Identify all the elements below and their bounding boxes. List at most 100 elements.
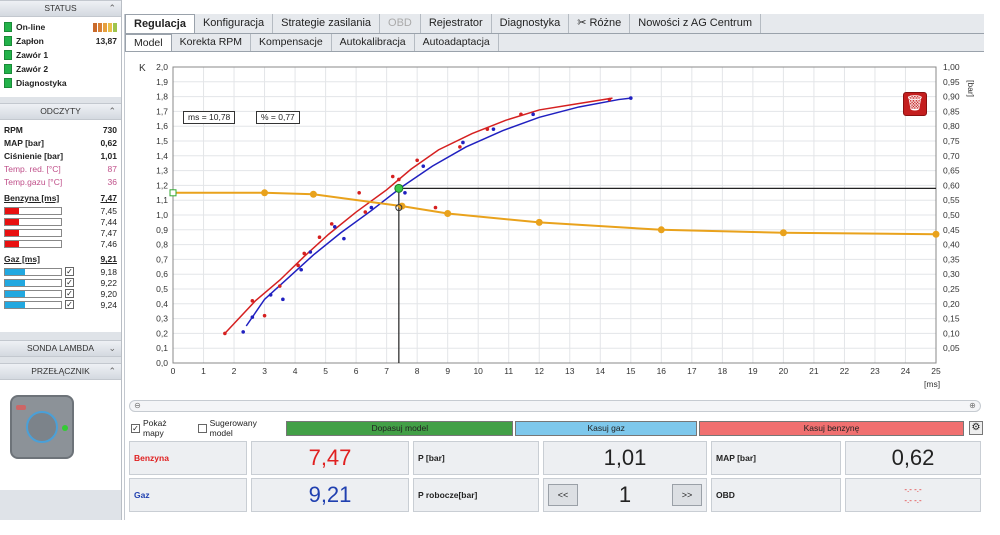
odczyty-panel: RPM 730 MAP [bar] 0,62 Ciśnienie [bar] 1,01 Te… xyxy=(0,120,121,332)
gaz-sample-point xyxy=(241,330,245,334)
tab-main-7[interactable]: Nowości z AG Centrum xyxy=(630,14,761,33)
tab-main-4[interactable]: Rejestrator xyxy=(421,14,492,33)
gaz_rows-row: ✓ 9,20 xyxy=(4,288,117,299)
status-title: STATUS xyxy=(44,3,77,13)
przelacznik-header[interactable]: PRZEŁĄCZNIK ⌃ xyxy=(0,363,121,380)
plot-border xyxy=(172,66,937,364)
sonda-lambda-title: SONDA LAMBDA xyxy=(26,343,95,353)
x-tick-label: 0 xyxy=(171,366,176,376)
x-tick-label: 23 xyxy=(870,366,880,376)
tab-main-5[interactable]: Diagnostyka xyxy=(492,14,570,33)
chart-scrollbar[interactable]: ⊖ ⊕ xyxy=(129,400,981,412)
chevron-up-icon[interactable]: ⌃ xyxy=(108,3,116,13)
injector-checkbox[interactable]: ✓ xyxy=(65,278,74,287)
chevron-up-icon[interactable]: ⌃ xyxy=(108,106,116,116)
y-tick-label: 0,8 xyxy=(156,240,168,250)
gaz-label: Gaz xyxy=(129,478,247,512)
x-tick-label: 13 xyxy=(565,366,575,376)
chevron-down-icon[interactable]: ⌄ xyxy=(108,343,116,353)
benzyna-sample-point xyxy=(363,210,368,214)
series-line-2 xyxy=(173,191,937,236)
sonda-lambda-header[interactable]: SONDA LAMBDA ⌄ xyxy=(0,340,121,357)
reading-value: 730 xyxy=(102,124,117,135)
status-item: On-line xyxy=(4,20,117,34)
injector-checkbox[interactable]: ✓ xyxy=(65,289,74,298)
x-tick-label: 21 xyxy=(809,366,819,376)
signal-bars-icon xyxy=(93,22,117,32)
y-tick-label: 0,3 xyxy=(156,314,168,324)
y-tick-label: 1,9 xyxy=(156,77,168,87)
map-point xyxy=(309,190,317,198)
benzyna-sample-point xyxy=(317,235,322,239)
x-tick-label: 14 xyxy=(596,366,606,376)
tab-main-6[interactable]: ✂ Różne xyxy=(569,14,631,33)
benzyna-sample-point xyxy=(415,158,419,163)
sugerowany-model-checkbox[interactable] xyxy=(197,423,207,433)
obd-value-line1: -.- -.- xyxy=(904,485,922,494)
switch-red-led xyxy=(16,405,26,410)
chevron-up-icon[interactable]: ⌃ xyxy=(108,366,116,376)
x-tick-label: 8 xyxy=(415,366,420,376)
map-point xyxy=(657,226,665,234)
y-right-axis-label: [bar] xyxy=(966,80,976,97)
status-header[interactable]: STATUS ⌃ xyxy=(0,0,121,17)
y-right-tick-label: 0,40 xyxy=(943,240,960,250)
y-right-tick-label: 0,45 xyxy=(943,225,960,235)
przelacznik-title: PRZEŁĄCZNIK xyxy=(31,366,90,376)
y-right-tick-label: 0,20 xyxy=(943,299,960,309)
status-led-icon xyxy=(4,64,12,74)
benzyna-sample-point xyxy=(485,127,490,131)
pokaz-mapy-checkbox[interactable]: ✓ xyxy=(131,423,140,433)
y-right-tick-label: 0,75 xyxy=(943,136,960,146)
prev-button[interactable]: << xyxy=(548,484,578,506)
benzyna_rows-bar-fill xyxy=(5,207,19,214)
gaz_rows-value: 9,18 xyxy=(100,266,117,277)
benzyna_rows-row: 7,44 xyxy=(4,216,117,227)
p-label: P [bar] xyxy=(413,441,539,475)
gaz_rows-row: ✓ 9,24 xyxy=(4,299,117,310)
injector-checkbox[interactable]: ✓ xyxy=(65,300,74,309)
tab-main-2[interactable]: Strategie zasilania xyxy=(273,14,381,33)
y-tick-label: 0,7 xyxy=(156,254,168,264)
kasuj-gaz-button[interactable]: Kasuj gaz xyxy=(515,420,697,436)
odczyty-header[interactable]: ODCZYTY ⌃ xyxy=(0,103,121,120)
status-item-label: Diagnostyka xyxy=(16,78,67,88)
tab-sub-2[interactable]: Kompensacje xyxy=(251,34,332,51)
dopasuj-model-button[interactable]: Dopasuj model xyxy=(286,420,514,436)
status-led-icon xyxy=(4,50,12,60)
benzyna-title: Benzyna [ms] 7,47 xyxy=(4,193,117,205)
reading-value: 0,62 xyxy=(100,137,117,148)
benzyna-sample-point xyxy=(397,177,401,182)
gaz_rows-bar-fill xyxy=(5,279,26,286)
tab-sub-4[interactable]: Autoadaptacja xyxy=(415,34,499,51)
x-tick-label: 10 xyxy=(473,366,483,376)
gaz_rows-bar xyxy=(4,289,62,298)
tab-sub-0[interactable]: Model xyxy=(125,34,172,51)
gaz-title-label: Gaz [ms] xyxy=(4,254,40,264)
tab-main-1[interactable]: Konfiguracja xyxy=(195,14,274,33)
injector-checkbox[interactable]: ✓ xyxy=(65,267,74,276)
odczyty-title: ODCZYTY xyxy=(40,106,81,116)
gaz-sample-point xyxy=(250,315,255,319)
reading-label: Ciśnienie [bar] xyxy=(4,150,64,161)
y-right-tick-label: 0,50 xyxy=(943,210,960,220)
y-right-tick-label: 0,70 xyxy=(943,151,960,161)
trash-icon[interactable]: 🗑 xyxy=(903,92,927,116)
p-robocze-panel: << 1 >> xyxy=(543,478,707,512)
tab-sub-1[interactable]: Korekta RPM xyxy=(172,34,252,51)
zoom-in-icon[interactable]: ⊕ xyxy=(969,401,976,410)
reading-label: Temp.gazu [°C] xyxy=(4,176,63,187)
tab-sub-3[interactable]: Autokalibracja xyxy=(332,34,415,51)
benzyna-sample-point xyxy=(302,251,307,256)
gear-icon[interactable]: ⚙ xyxy=(969,421,984,435)
y-axis-label: K xyxy=(139,63,146,74)
zoom-out-icon[interactable]: ⊖ xyxy=(134,401,141,410)
chart-svg: 0 1 2 3 4 5 6 7 8 9 10 11 12 13 14 15 16 17 18 19 20 21 22 23 24… xyxy=(139,62,976,389)
tab-main-0[interactable]: Regulacja xyxy=(125,14,195,33)
gaz_rows-value: 9,20 xyxy=(100,288,117,299)
obd-label: OBD xyxy=(711,478,841,512)
next-button[interactable]: >> xyxy=(672,484,702,506)
gaz-sample-point xyxy=(531,112,535,117)
kasuj-benzyne-button[interactable]: Kasuj benzynę xyxy=(698,420,965,436)
y-right-tick-label: 0,05 xyxy=(943,343,960,353)
